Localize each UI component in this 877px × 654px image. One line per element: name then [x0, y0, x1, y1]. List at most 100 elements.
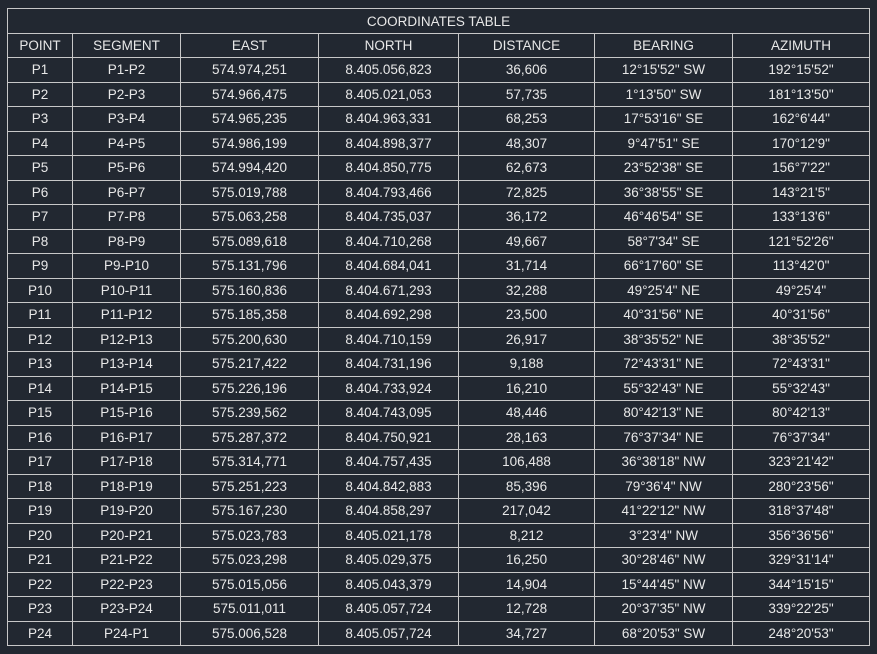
cell-distance: 9,188: [458, 351, 595, 377]
cell-distance: 85,396: [458, 473, 595, 499]
cell-north: 8.405.029,375: [318, 547, 459, 573]
cell-north: 8.404.963,331: [318, 106, 459, 132]
cell-bearing: 12°15'52" SW: [594, 57, 733, 83]
table-row: P6 P6-P7 575.019,788 8.404.793,466 72,825 36°…: [7, 179, 871, 205]
cell-bearing: 80°42'13" NE: [594, 400, 733, 426]
cell-north: 8.404.757,435: [318, 449, 459, 475]
cell-segment: P23-P24: [72, 596, 181, 622]
cell-point: P20: [7, 522, 73, 548]
table-row: P5 P5-P6 574.994,420 8.404.850,775 62,673 23°…: [7, 155, 871, 181]
table-row: P13 P13-P14 575.217,422 8.404.731,196 9,188 7…: [7, 351, 871, 377]
cell-east: 575.217,422: [180, 351, 319, 377]
cell-azimuth: 329°31'14": [731, 547, 871, 573]
cell-segment: P24-P1: [72, 620, 181, 646]
cell-segment: P1-P2: [72, 57, 181, 83]
cell-east: 575.011,011: [180, 596, 319, 622]
cell-north: 8.404.692,298: [318, 302, 459, 328]
table-row: P3 P3-P4 574.965,235 8.404.963,331 68,253 17°…: [7, 106, 871, 132]
cell-point: P14: [7, 375, 73, 401]
cell-bearing: 41°22'12" NW: [594, 498, 733, 524]
table-row: P12 P12-P13 575.200,630 8.404.710,159 26,917…: [7, 326, 871, 352]
cell-azimuth: 339°22'25": [731, 596, 871, 622]
cell-azimuth: 76°37'34": [731, 424, 871, 450]
cell-distance: 34,727: [458, 620, 595, 646]
cell-segment: P4-P5: [72, 130, 181, 156]
table-row: P1 P1-P2 574.974,251 8.405.056,823 36,606 12°…: [7, 57, 871, 83]
cell-east: 575.185,358: [180, 302, 319, 328]
cell-distance: 23,500: [458, 302, 595, 328]
table-title: COORDINATES TABLE: [6, 8, 871, 34]
cell-bearing: 20°37'35" NW: [594, 596, 733, 622]
cell-point: P11: [7, 302, 73, 328]
cell-point: P8: [7, 228, 73, 254]
cell-east: 575.251,223: [180, 473, 319, 499]
cell-north: 8.405.057,724: [318, 620, 459, 646]
cell-north: 8.404.733,924: [318, 375, 459, 401]
cell-north: 8.404.898,377: [318, 130, 459, 156]
cell-east: 575.015,056: [180, 571, 319, 597]
cell-distance: 68,253: [458, 106, 595, 132]
table-row: P11 P11-P12 575.185,358 8.404.692,298 23,500…: [7, 302, 871, 328]
cell-distance: 48,446: [458, 400, 595, 426]
cell-segment: P6-P7: [72, 179, 181, 205]
cell-bearing: 38°35'52" NE: [594, 326, 733, 352]
cell-bearing: 66°17'60" SE: [594, 253, 733, 279]
cell-north: 8.404.735,037: [318, 204, 459, 230]
cell-point: P10: [7, 277, 73, 303]
cell-point: P7: [7, 204, 73, 230]
column-header-north: NORTH: [318, 33, 459, 58]
cell-north: 8.404.850,775: [318, 155, 459, 181]
cell-azimuth: 133°13'6": [731, 204, 871, 230]
cell-distance: 62,673: [458, 155, 595, 181]
cell-bearing: 23°52'38" SE: [594, 155, 733, 181]
cell-north: 8.404.710,268: [318, 228, 459, 254]
cell-point: P6: [7, 179, 73, 205]
cell-point: P4: [7, 130, 73, 156]
table-row: P23 P23-P24 575.011,011 8.405.057,724 12,728…: [7, 596, 871, 622]
cell-azimuth: 181°13'50": [731, 81, 871, 107]
cell-bearing: 15°44'45" NW: [594, 571, 733, 597]
cell-bearing: 9°47'51" SE: [594, 130, 733, 156]
cell-bearing: 72°43'31" NE: [594, 351, 733, 377]
cell-point: P24: [7, 620, 73, 646]
cell-east: 575.063,258: [180, 204, 319, 230]
cell-distance: 8,212: [458, 522, 595, 548]
cell-azimuth: 72°43'31": [731, 351, 871, 377]
cell-north: 8.404.858,297: [318, 498, 459, 524]
cell-azimuth: 192°15'52": [731, 57, 871, 83]
cell-azimuth: 162°6'44": [731, 106, 871, 132]
cell-azimuth: 55°32'43": [731, 375, 871, 401]
cell-bearing: 3°23'4" NW: [594, 522, 733, 548]
cell-point: P15: [7, 400, 73, 426]
cell-azimuth: 49°25'4": [731, 277, 871, 303]
cell-segment: P11-P12: [72, 302, 181, 328]
table-row: P18 P18-P19 575.251,223 8.404.842,883 85,396…: [7, 473, 871, 499]
cell-bearing: 36°38'18" NW: [594, 449, 733, 475]
cell-segment: P12-P13: [72, 326, 181, 352]
cell-north: 8.405.056,823: [318, 57, 459, 83]
cell-distance: 217,042: [458, 498, 595, 524]
cell-segment: P13-P14: [72, 351, 181, 377]
cell-distance: 26,917: [458, 326, 595, 352]
table-row: P15 P15-P16 575.239,562 8.404.743,095 48,446…: [7, 400, 871, 426]
cell-north: 8.404.671,293: [318, 277, 459, 303]
column-header-east: EAST: [180, 33, 319, 58]
table-row: P14 P14-P15 575.226,196 8.404.733,924 16,210…: [7, 375, 871, 401]
cell-segment: P14-P15: [72, 375, 181, 401]
cell-azimuth: 356°36'56": [731, 522, 871, 548]
cell-north: 8.404.731,196: [318, 351, 459, 377]
cell-east: 575.287,372: [180, 424, 319, 450]
cell-east: 574.986,199: [180, 130, 319, 156]
cell-segment: P3-P4: [72, 106, 181, 132]
table-row: P2 P2-P3 574.966,475 8.405.021,053 57,735 1°1…: [7, 81, 871, 107]
cell-bearing: 58°7'34" SE: [594, 228, 733, 254]
cell-segment: P18-P19: [72, 473, 181, 499]
cell-bearing: 55°32'43" NE: [594, 375, 733, 401]
cell-north: 8.405.021,053: [318, 81, 459, 107]
cell-north: 8.405.043,379: [318, 571, 459, 597]
table-row: P16 P16-P17 575.287,372 8.404.750,921 28,163…: [7, 424, 871, 450]
cell-bearing: 1°13'50" SW: [594, 81, 733, 107]
cell-distance: 16,210: [458, 375, 595, 401]
cell-point: P12: [7, 326, 73, 352]
column-header-segment: SEGMENT: [72, 33, 181, 58]
